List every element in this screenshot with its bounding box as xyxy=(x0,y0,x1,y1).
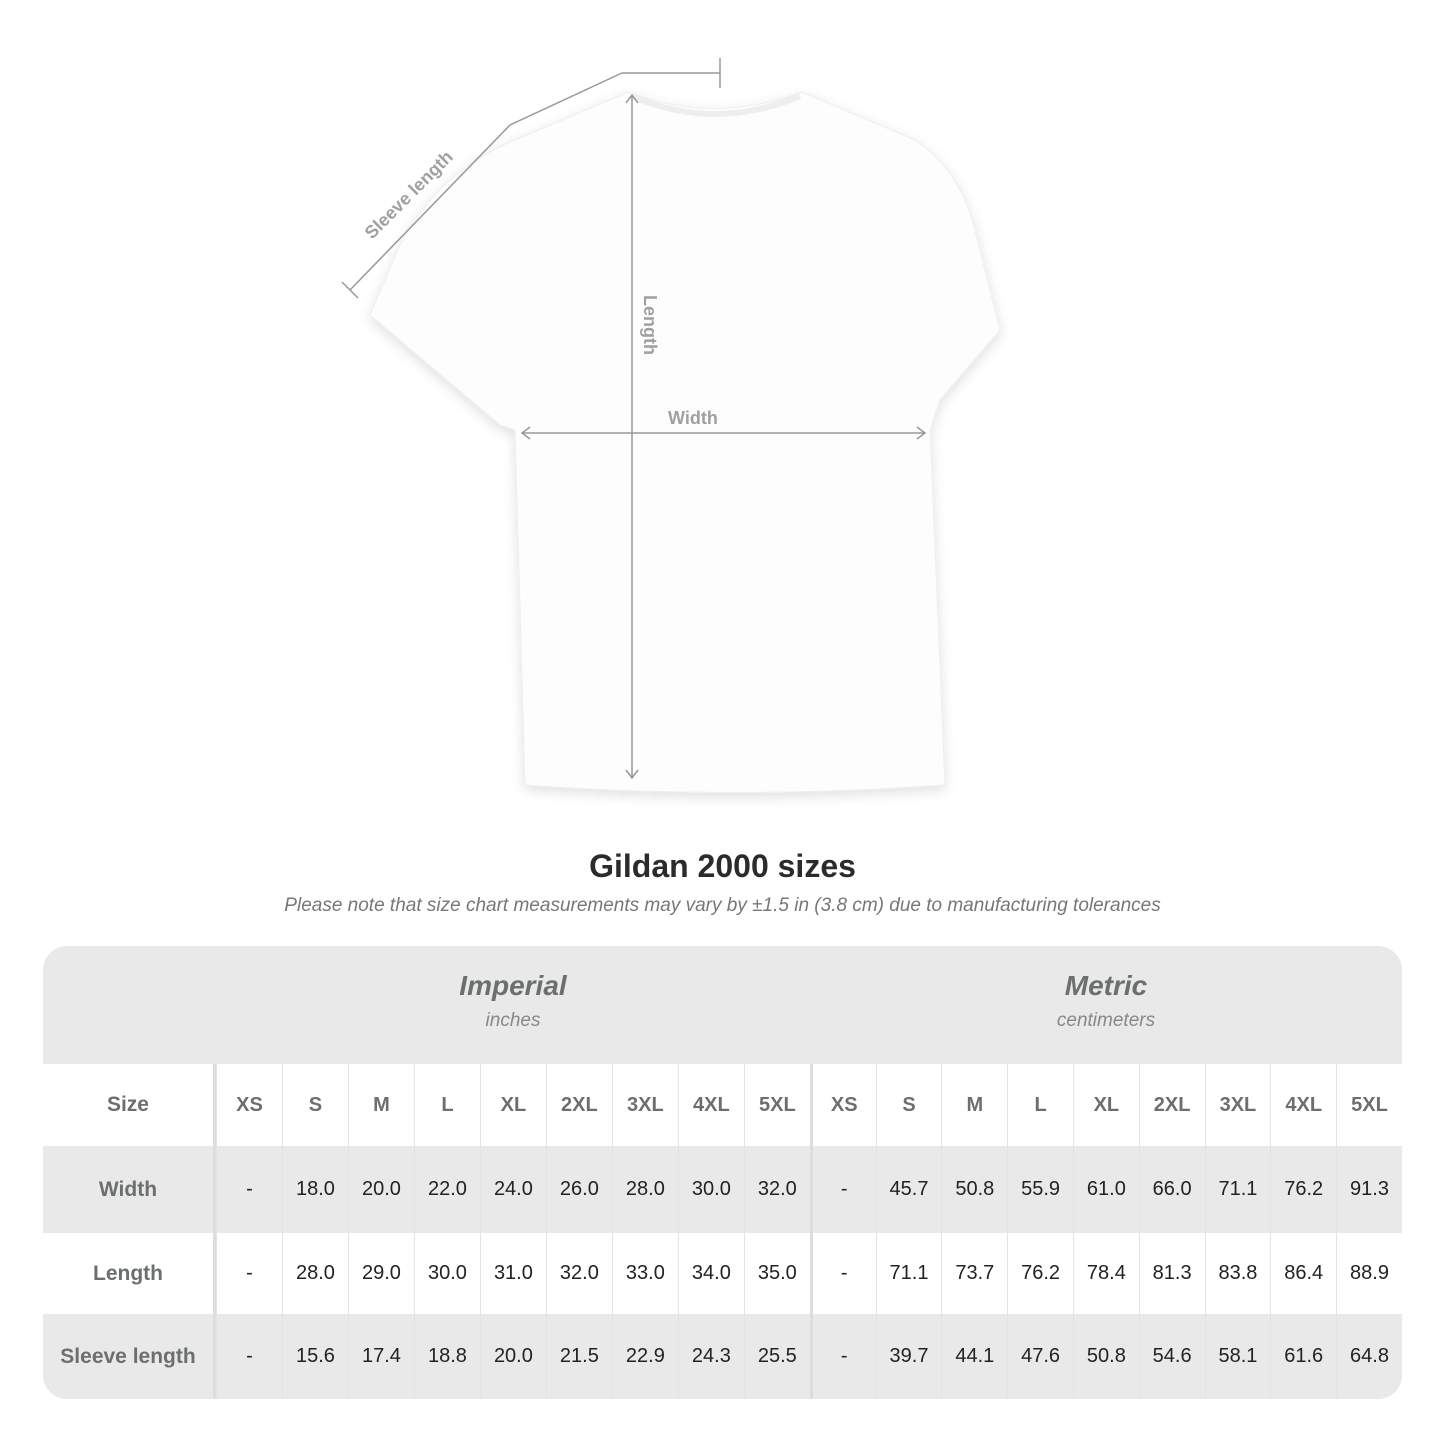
imperial-unit: inches xyxy=(485,1010,541,1031)
table-cell-imperial: 28.0 xyxy=(611,1146,678,1233)
table-cell-imperial: 25.5 xyxy=(743,1314,810,1399)
table-cell-metric: 91.3 xyxy=(1336,1146,1402,1233)
size-header-metric: 3XL xyxy=(1204,1064,1271,1146)
size-header-metric: 4XL xyxy=(1270,1064,1336,1146)
size-header-metric: S xyxy=(875,1064,942,1146)
metric-header: Metric centimeters xyxy=(810,946,1402,1064)
imperial-header: Imperial inches xyxy=(216,946,810,1064)
table-cell-imperial: 31.0 xyxy=(479,1233,546,1314)
length-label: Length xyxy=(640,295,660,355)
table-cell-metric: 50.8 xyxy=(941,1146,1007,1233)
table-cell-metric: 76.2 xyxy=(1270,1146,1336,1233)
size-header-imperial: XL xyxy=(479,1064,546,1146)
row-label: Sleeve length xyxy=(43,1314,216,1399)
table-cell-metric: 71.1 xyxy=(875,1233,942,1314)
size-header-imperial: XS xyxy=(215,1064,282,1146)
size-header-imperial: S xyxy=(281,1064,348,1146)
table-row-length: Length -28.0 29.0 30.0 31.0 32.0 33.0 34.0 35.0-… xyxy=(43,1233,1402,1314)
size-header-metric: L xyxy=(1007,1064,1073,1146)
width-label: Width xyxy=(668,408,718,428)
row-label: Length xyxy=(43,1233,216,1314)
table-cell-metric: 66.0 xyxy=(1138,1146,1205,1233)
size-label: Size xyxy=(43,1064,216,1146)
table-cell-metric: 73.7 xyxy=(941,1233,1007,1314)
table-cell-metric: 64.8 xyxy=(1336,1314,1402,1399)
table-cell-imperial: 24.0 xyxy=(479,1146,546,1233)
size-header-imperial: 4XL xyxy=(677,1064,744,1146)
table-cell-metric: 61.0 xyxy=(1072,1146,1139,1233)
table-cell-imperial: 30.0 xyxy=(413,1233,480,1314)
table-cell-metric: 39.7 xyxy=(875,1314,942,1399)
size-header-metric: XS xyxy=(809,1064,876,1146)
table-cell-imperial: - xyxy=(215,1314,282,1399)
size-header-imperial: 5XL xyxy=(743,1064,810,1146)
table-cell-imperial: 15.6 xyxy=(281,1314,348,1399)
table-cell-metric: 78.4 xyxy=(1072,1233,1139,1314)
table-cell-imperial: 30.0 xyxy=(677,1146,744,1233)
table-cell-imperial: 26.0 xyxy=(545,1146,612,1233)
size-header-imperial: 2XL xyxy=(545,1064,612,1146)
size-header-metric: 5XL xyxy=(1336,1064,1402,1146)
table-cell-imperial: 29.0 xyxy=(347,1233,414,1314)
table-cell-metric: 55.9 xyxy=(1007,1146,1073,1233)
table-cell-imperial: 32.0 xyxy=(743,1146,810,1233)
table-cell-metric: 88.9 xyxy=(1336,1233,1402,1314)
table-cell-metric: 54.6 xyxy=(1138,1314,1205,1399)
size-header-row: Size XS S M L XL 2XL 3XL 4XL 5XL XS S M L XL 2XL 3XL 4XL 5… xyxy=(43,1064,1402,1146)
tshirt-diagram: Sleeve length Length Width xyxy=(341,58,1001,793)
table-cell-imperial: 35.0 xyxy=(743,1233,810,1314)
table-cell-imperial: 21.5 xyxy=(545,1314,612,1399)
table-cell-imperial: 18.8 xyxy=(413,1314,480,1399)
metric-title: Metric xyxy=(1064,970,1148,1001)
size-header-metric: M xyxy=(941,1064,1007,1146)
measure-lines xyxy=(341,58,927,780)
table-cell-imperial: 28.0 xyxy=(281,1233,348,1314)
tolerance-note: Please note that size chart measurements… xyxy=(284,895,1161,916)
table-cell-imperial: 22.0 xyxy=(413,1146,480,1233)
imperial-title: Imperial xyxy=(459,970,567,1001)
table-cell-imperial: - xyxy=(215,1233,282,1314)
table-cell-metric: 44.1 xyxy=(941,1314,1007,1399)
table-cell-metric: 50.8 xyxy=(1072,1314,1139,1399)
table-cell-imperial: 24.3 xyxy=(677,1314,744,1399)
size-header-metric: 2XL xyxy=(1138,1064,1205,1146)
table-cell-imperial: 34.0 xyxy=(677,1233,744,1314)
size-header-metric: XL xyxy=(1072,1064,1139,1146)
table-cell-metric: 81.3 xyxy=(1138,1233,1205,1314)
metric-unit: centimeters xyxy=(1056,1010,1156,1031)
table-cell-imperial: 17.4 xyxy=(347,1314,414,1399)
table-cell-metric: 61.6 xyxy=(1270,1314,1336,1399)
table-cell-metric: - xyxy=(809,1233,876,1314)
table-cell-imperial: 33.0 xyxy=(611,1233,678,1314)
row-label: Width xyxy=(43,1146,216,1233)
table-cell-metric: 76.2 xyxy=(1007,1233,1073,1314)
table-cell-metric: 71.1 xyxy=(1204,1146,1271,1233)
table-cell-metric: 86.4 xyxy=(1270,1233,1336,1314)
table-cell-imperial: 20.0 xyxy=(347,1146,414,1233)
size-table: Imperial inches Metric centimeters Size X… xyxy=(43,946,1402,1399)
table-cell-metric: 83.8 xyxy=(1204,1233,1271,1314)
table-row-sleeve-length: Sleeve length -15.6 17.4 18.8 20.0 21.5 22.9 24… xyxy=(43,1314,1402,1399)
table-cell-metric: 45.7 xyxy=(875,1146,942,1233)
size-header-imperial: M xyxy=(347,1064,414,1146)
table-cell-imperial: - xyxy=(215,1146,282,1233)
size-header-imperial: 3XL xyxy=(611,1064,678,1146)
table-cell-imperial: 18.0 xyxy=(281,1146,348,1233)
chart-title: Gildan 2000 sizes xyxy=(589,848,856,884)
tshirt-image xyxy=(369,91,1001,793)
table-cell-metric: 58.1 xyxy=(1204,1314,1271,1399)
table-row-width: Width -18.0 20.0 22.0 24.0 26.0 28.0 30.0 32.0-4… xyxy=(43,1146,1402,1233)
table-cell-imperial: 22.9 xyxy=(611,1314,678,1399)
table-cell-metric: 47.6 xyxy=(1007,1314,1073,1399)
table-cell-metric: - xyxy=(809,1146,876,1233)
table-cell-imperial: 20.0 xyxy=(479,1314,546,1399)
size-header-imperial: L xyxy=(413,1064,480,1146)
table-cell-metric: - xyxy=(809,1314,876,1399)
table-cell-imperial: 32.0 xyxy=(545,1233,612,1314)
